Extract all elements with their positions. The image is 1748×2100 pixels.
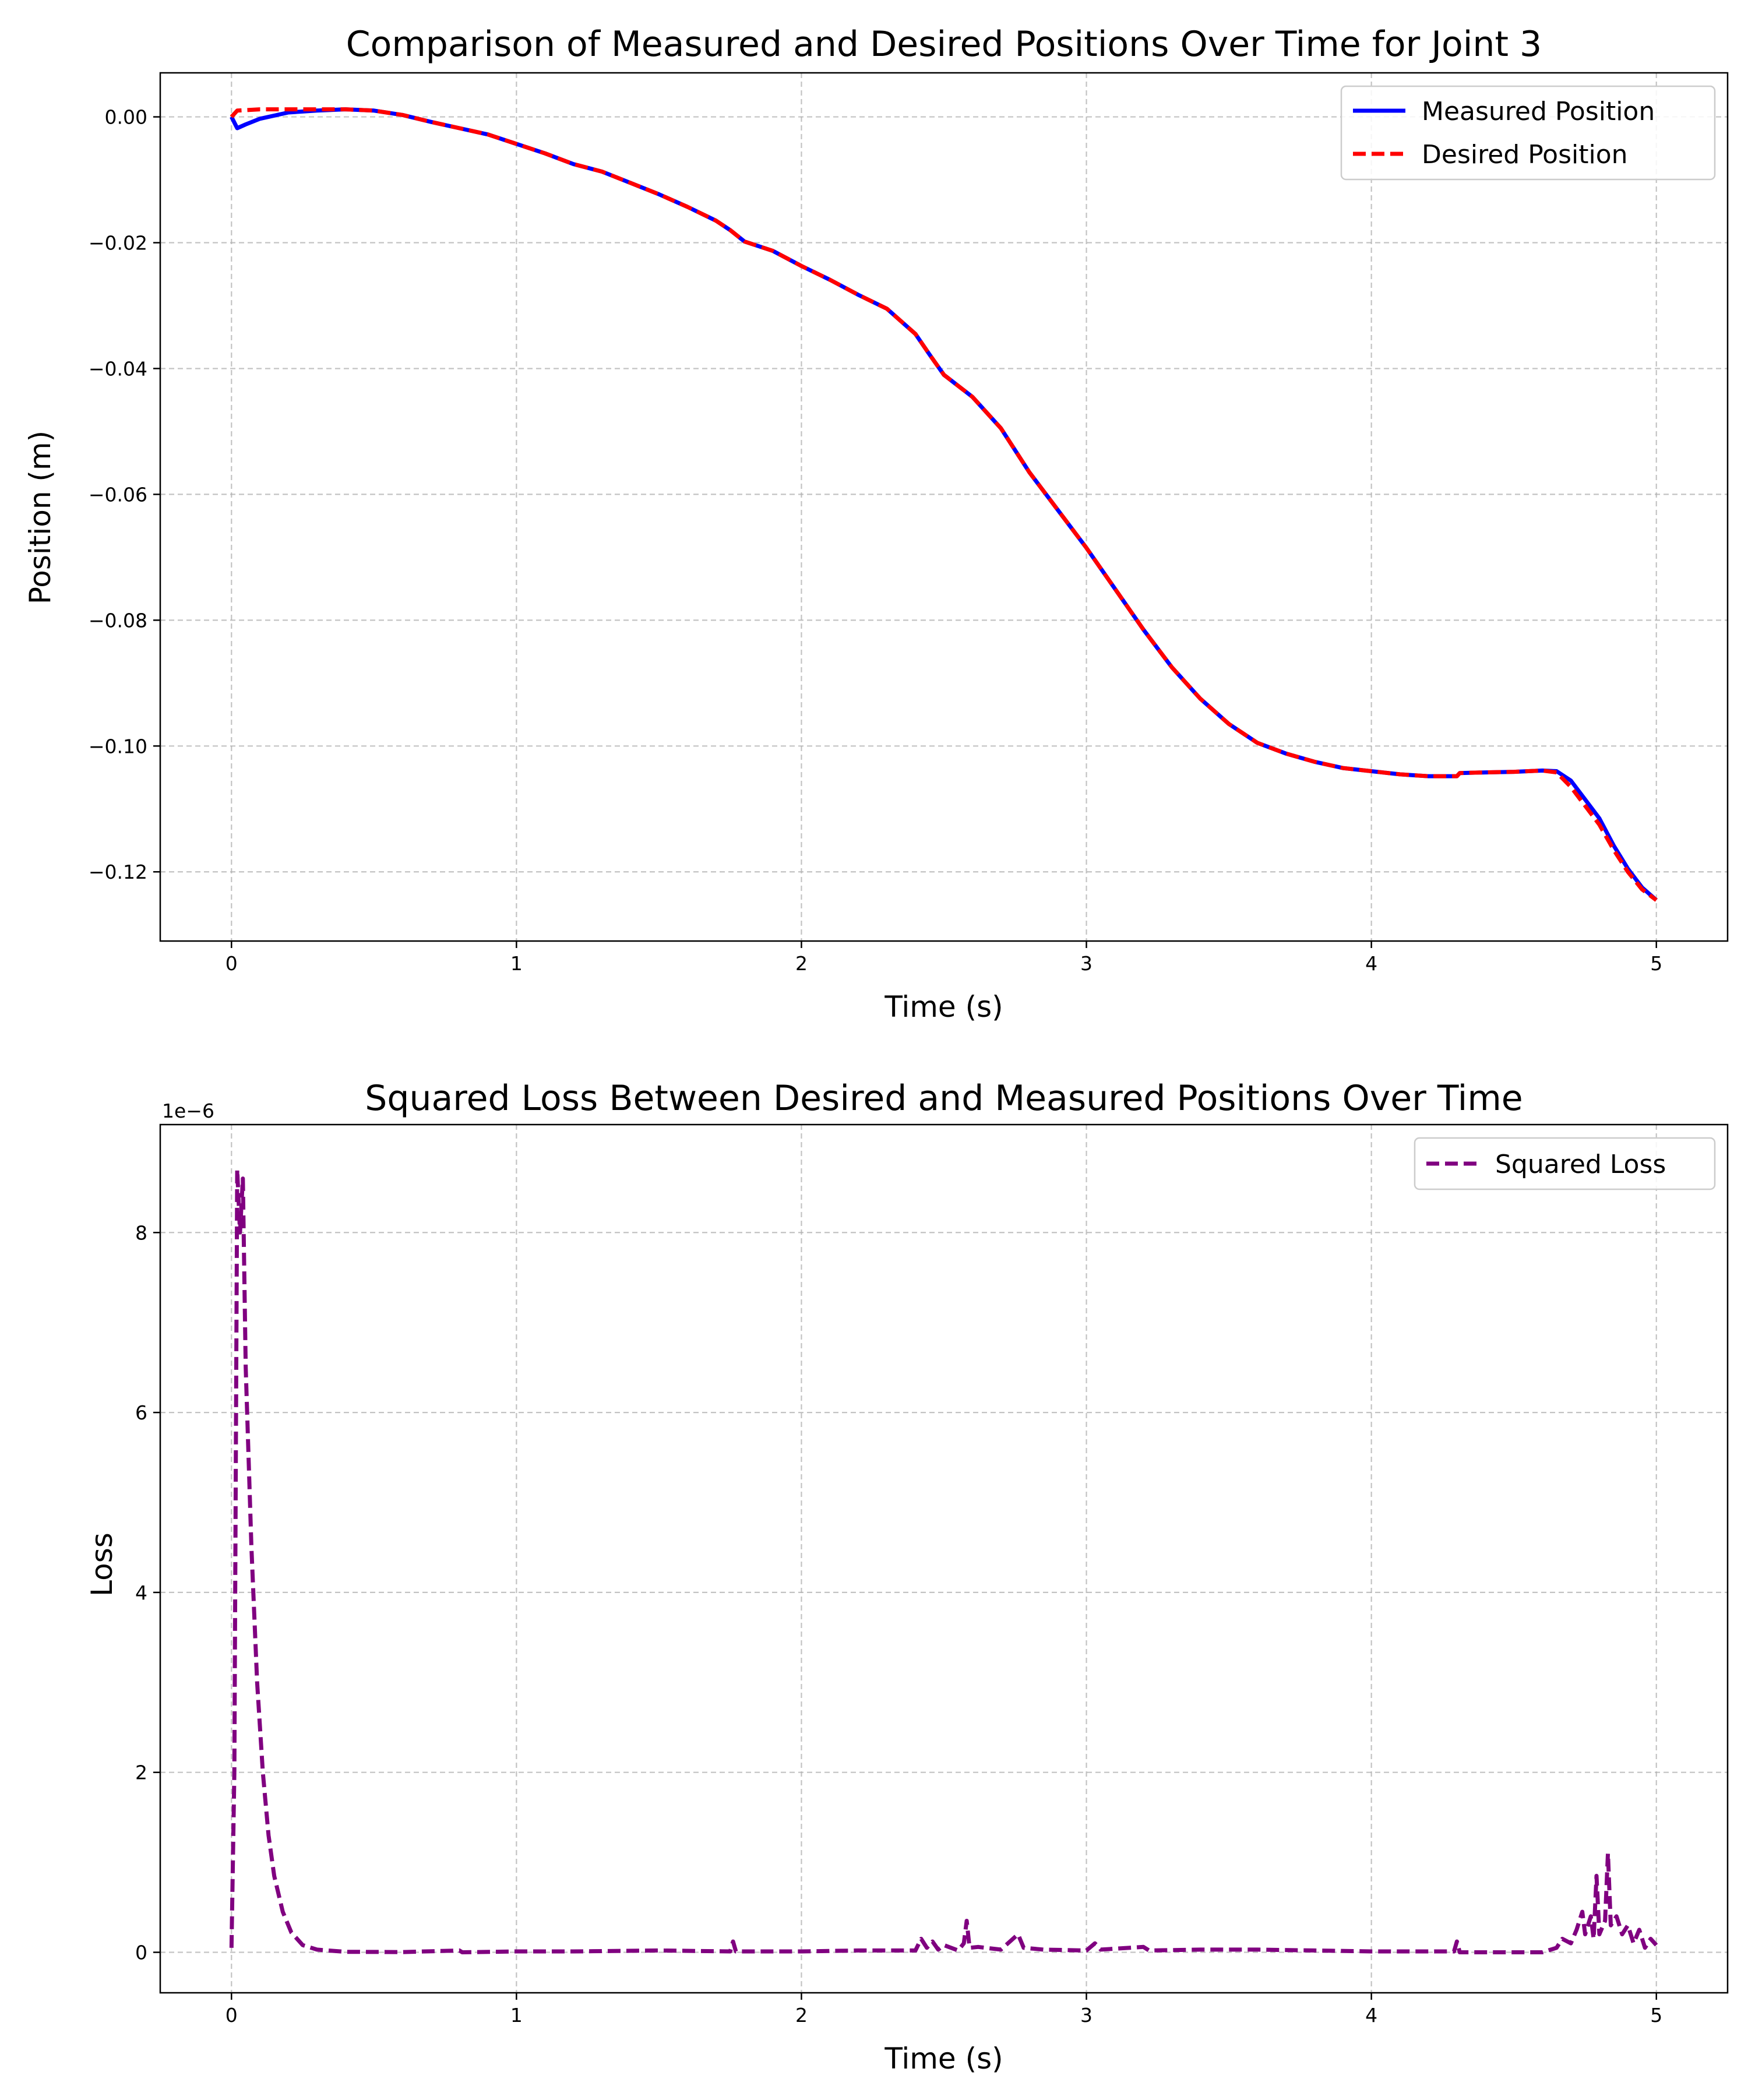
y-tick-label: 0 — [135, 1942, 147, 1964]
x-tick-label: 1 — [510, 952, 523, 975]
position-chart-frame — [159, 72, 1729, 942]
legend-measured-label: Measured Position — [1422, 97, 1655, 126]
legend-loss-label: Squared Loss — [1495, 1150, 1666, 1179]
x-tick-label: 1 — [510, 2004, 523, 2027]
y-tick-label: −0.08 — [89, 609, 147, 632]
x-tick-label: 0 — [225, 952, 238, 975]
position-chart-title: Comparison of Measured and Desired Posit… — [346, 24, 1542, 65]
loss-chart: Squared Loss Between Desired and Measure… — [85, 1078, 1729, 2076]
y-tick-label: −0.10 — [89, 735, 147, 757]
y-tick-label: −0.12 — [89, 861, 147, 883]
loss-chart-offset-text: 1e−6 — [162, 1100, 214, 1122]
position-chart: Comparison of Measured and Desired Posit… — [23, 24, 1729, 1024]
loss-chart-lines — [229, 1167, 1658, 1954]
loss-chart-frame — [159, 1123, 1729, 1994]
position-chart-ticks: 0 1 2 3 4 5 0.00 −0.02 −0.04 −0.06 −0.08 −0.10 −0.12 — [89, 106, 1662, 975]
x-tick-label: 5 — [1650, 2004, 1662, 2027]
x-tick-label: 3 — [1080, 2004, 1092, 2027]
loss-legend-box — [1414, 1137, 1716, 1190]
y-tick-label: 4 — [135, 1581, 147, 1604]
position-chart-grid — [160, 73, 1728, 941]
loss-chart-legend: Squared Loss — [1414, 1137, 1716, 1190]
loss-chart-ylabel: Loss — [85, 1532, 119, 1597]
x-tick-label: 5 — [1650, 952, 1662, 975]
loss-chart-xlabel: Time (s) — [884, 2042, 1003, 2076]
y-tick-label: −0.06 — [89, 483, 147, 506]
loss-chart-title: Squared Loss Between Desired and Measure… — [365, 1078, 1523, 1119]
series-line-desired-position — [230, 107, 1658, 902]
y-tick-label: 8 — [135, 1221, 147, 1244]
x-tick-label: 0 — [225, 2004, 238, 2027]
position-chart-ylabel: Position (m) — [23, 431, 57, 604]
x-tick-label: 3 — [1080, 952, 1092, 975]
y-tick-label: 2 — [135, 1761, 147, 1784]
series-line-squared-loss — [229, 1167, 1658, 1954]
position-legend-box — [1340, 85, 1716, 181]
y-tick-label: 0.00 — [105, 106, 147, 129]
position-chart-legend: Measured Position Desired Position — [1340, 85, 1716, 181]
loss-chart-ticks: 0 1 2 3 4 5 0 2 4 6 8 — [135, 1221, 1662, 2027]
y-tick-label: −0.04 — [89, 357, 147, 380]
position-chart-xlabel: Time (s) — [884, 990, 1003, 1024]
position-chart-lines — [230, 107, 1658, 902]
x-tick-label: 4 — [1365, 952, 1377, 975]
y-tick-label: 6 — [135, 1401, 147, 1424]
y-tick-label: −0.02 — [89, 232, 147, 255]
x-tick-label: 2 — [795, 952, 808, 975]
x-tick-label: 4 — [1365, 2004, 1377, 2027]
x-tick-label: 2 — [795, 2004, 808, 2027]
legend-desired-label: Desired Position — [1422, 140, 1628, 170]
